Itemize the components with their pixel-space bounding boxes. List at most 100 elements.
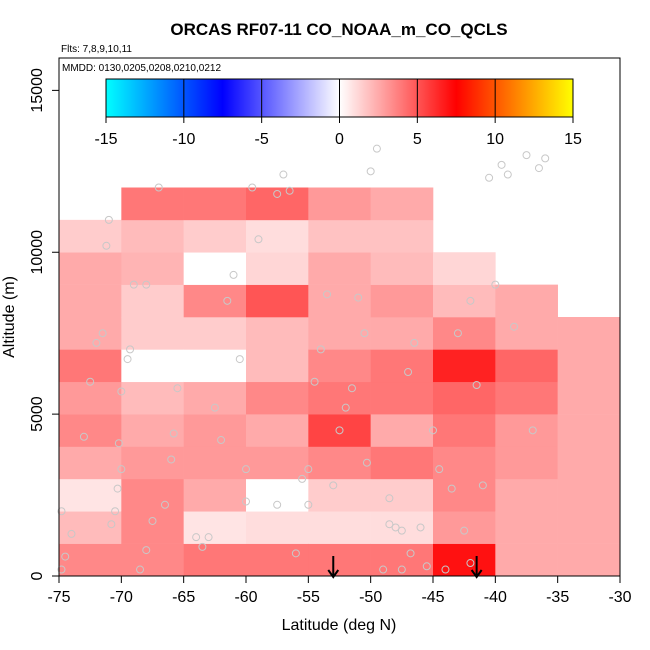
heatmap-cells	[59, 187, 621, 577]
data-point	[416, 523, 425, 532]
heatmap-cell	[433, 478, 496, 512]
chart-title: ORCAS RF07-11 CO_NOAA_m_CO_QCLS	[170, 20, 507, 39]
data-point	[347, 384, 356, 393]
heatmap-cell	[433, 543, 496, 577]
data-point	[242, 465, 250, 474]
x-tick-label: -40	[484, 589, 507, 606]
heatmap-cell	[370, 252, 434, 285]
data-point	[497, 160, 506, 169]
heatmap-cell	[370, 187, 434, 221]
data-point	[223, 296, 232, 305]
data-point	[273, 500, 282, 509]
colorbar-ticks: -15 -10 -5 0 5 10 15	[94, 79, 582, 148]
x-axis-ticks: -75 -70 -65 -60 -55 -50 -45 -40 -35 -30	[47, 576, 632, 606]
heatmap-cell	[246, 284, 309, 318]
data-point	[354, 293, 363, 302]
heatmap-cell	[59, 478, 122, 512]
x-tick-label: -45	[421, 589, 444, 606]
heatmap-cell	[308, 252, 371, 285]
x-tick-label: -55	[297, 589, 320, 606]
heatmap-cell	[433, 284, 496, 318]
data-point	[142, 546, 151, 555]
data-point	[169, 429, 178, 438]
heatmap-cell	[557, 317, 621, 350]
data-point	[366, 167, 375, 176]
data-point	[429, 426, 437, 435]
data-point	[167, 455, 176, 464]
data-point	[242, 497, 250, 506]
data-point	[79, 432, 88, 441]
heatmap-cell	[183, 414, 247, 447]
heatmap-cell	[183, 478, 247, 512]
heatmap-cell	[495, 478, 558, 512]
data-point	[472, 380, 481, 389]
heatmap-cell	[183, 219, 247, 253]
heatmap-cell	[557, 349, 621, 383]
heatmap-cell	[59, 284, 122, 318]
heatmap-cell	[121, 478, 184, 512]
heatmap-cell	[246, 478, 309, 512]
data-point	[491, 280, 500, 289]
heatmap-cell	[183, 349, 247, 383]
data-point	[335, 426, 344, 435]
data-point	[304, 500, 313, 509]
y-tick-label: 10000	[29, 230, 46, 275]
data-point	[435, 465, 444, 474]
data-point	[385, 494, 394, 503]
data-point	[160, 500, 169, 509]
x-tick-label: -60	[234, 589, 257, 606]
heatmap-cell	[370, 349, 434, 383]
y-tick-label: 0	[29, 571, 46, 580]
data-point	[126, 345, 135, 354]
data-point	[198, 542, 207, 551]
data-point	[67, 529, 76, 538]
data-point	[98, 329, 107, 338]
heatmap-cell	[183, 317, 247, 350]
colorbar: -15 -10 -5 0 5 10 15	[94, 78, 582, 148]
heatmap-cell	[495, 414, 558, 447]
heatmap-cell	[59, 543, 122, 577]
x-tick-label: -65	[172, 589, 195, 606]
data-point	[254, 235, 263, 244]
dates-note: MMDD: 0130,0205,0208,0210,0212	[62, 63, 221, 74]
data-point	[397, 526, 406, 535]
data-point	[391, 523, 400, 532]
data-point	[422, 562, 431, 571]
x-tick-label: -50	[359, 589, 382, 606]
heatmap-cell	[308, 511, 371, 544]
y-tick-label: 15000	[29, 68, 46, 113]
data-point	[279, 170, 288, 179]
data-point	[136, 565, 145, 574]
heatmap-cell	[495, 381, 558, 415]
data-point	[204, 533, 213, 542]
heatmap-cell	[183, 252, 247, 285]
data-point	[92, 338, 101, 347]
heatmap-cell	[308, 317, 371, 350]
y-axis-ticks: 0 5000 10000 15000	[29, 68, 59, 580]
heatmap-cell	[59, 446, 122, 480]
data-point	[341, 403, 350, 412]
heatmap-cell	[370, 381, 434, 415]
heatmap-cell	[433, 317, 496, 350]
heatmap-cell	[121, 187, 184, 221]
y-tick-label: 5000	[29, 396, 46, 432]
heatmap-cell	[557, 478, 621, 512]
data-point	[362, 458, 371, 467]
data-point	[113, 484, 122, 493]
colorbar-tick-label: -15	[94, 131, 117, 148]
plot-frame	[58, 57, 621, 577]
data-point	[285, 186, 294, 195]
heatmap-cell	[183, 381, 247, 415]
heatmap-cell	[183, 511, 247, 544]
data-point	[154, 183, 163, 192]
data-point	[379, 565, 388, 574]
data-point	[397, 565, 406, 574]
colorbar-tick-label: 5	[413, 131, 422, 148]
heatmap-cell	[433, 349, 496, 383]
heatmap-cell	[246, 219, 309, 253]
heatmap-cell	[246, 317, 309, 350]
data-point	[410, 338, 419, 347]
data-point	[329, 481, 338, 490]
arrow-head	[470, 569, 483, 579]
